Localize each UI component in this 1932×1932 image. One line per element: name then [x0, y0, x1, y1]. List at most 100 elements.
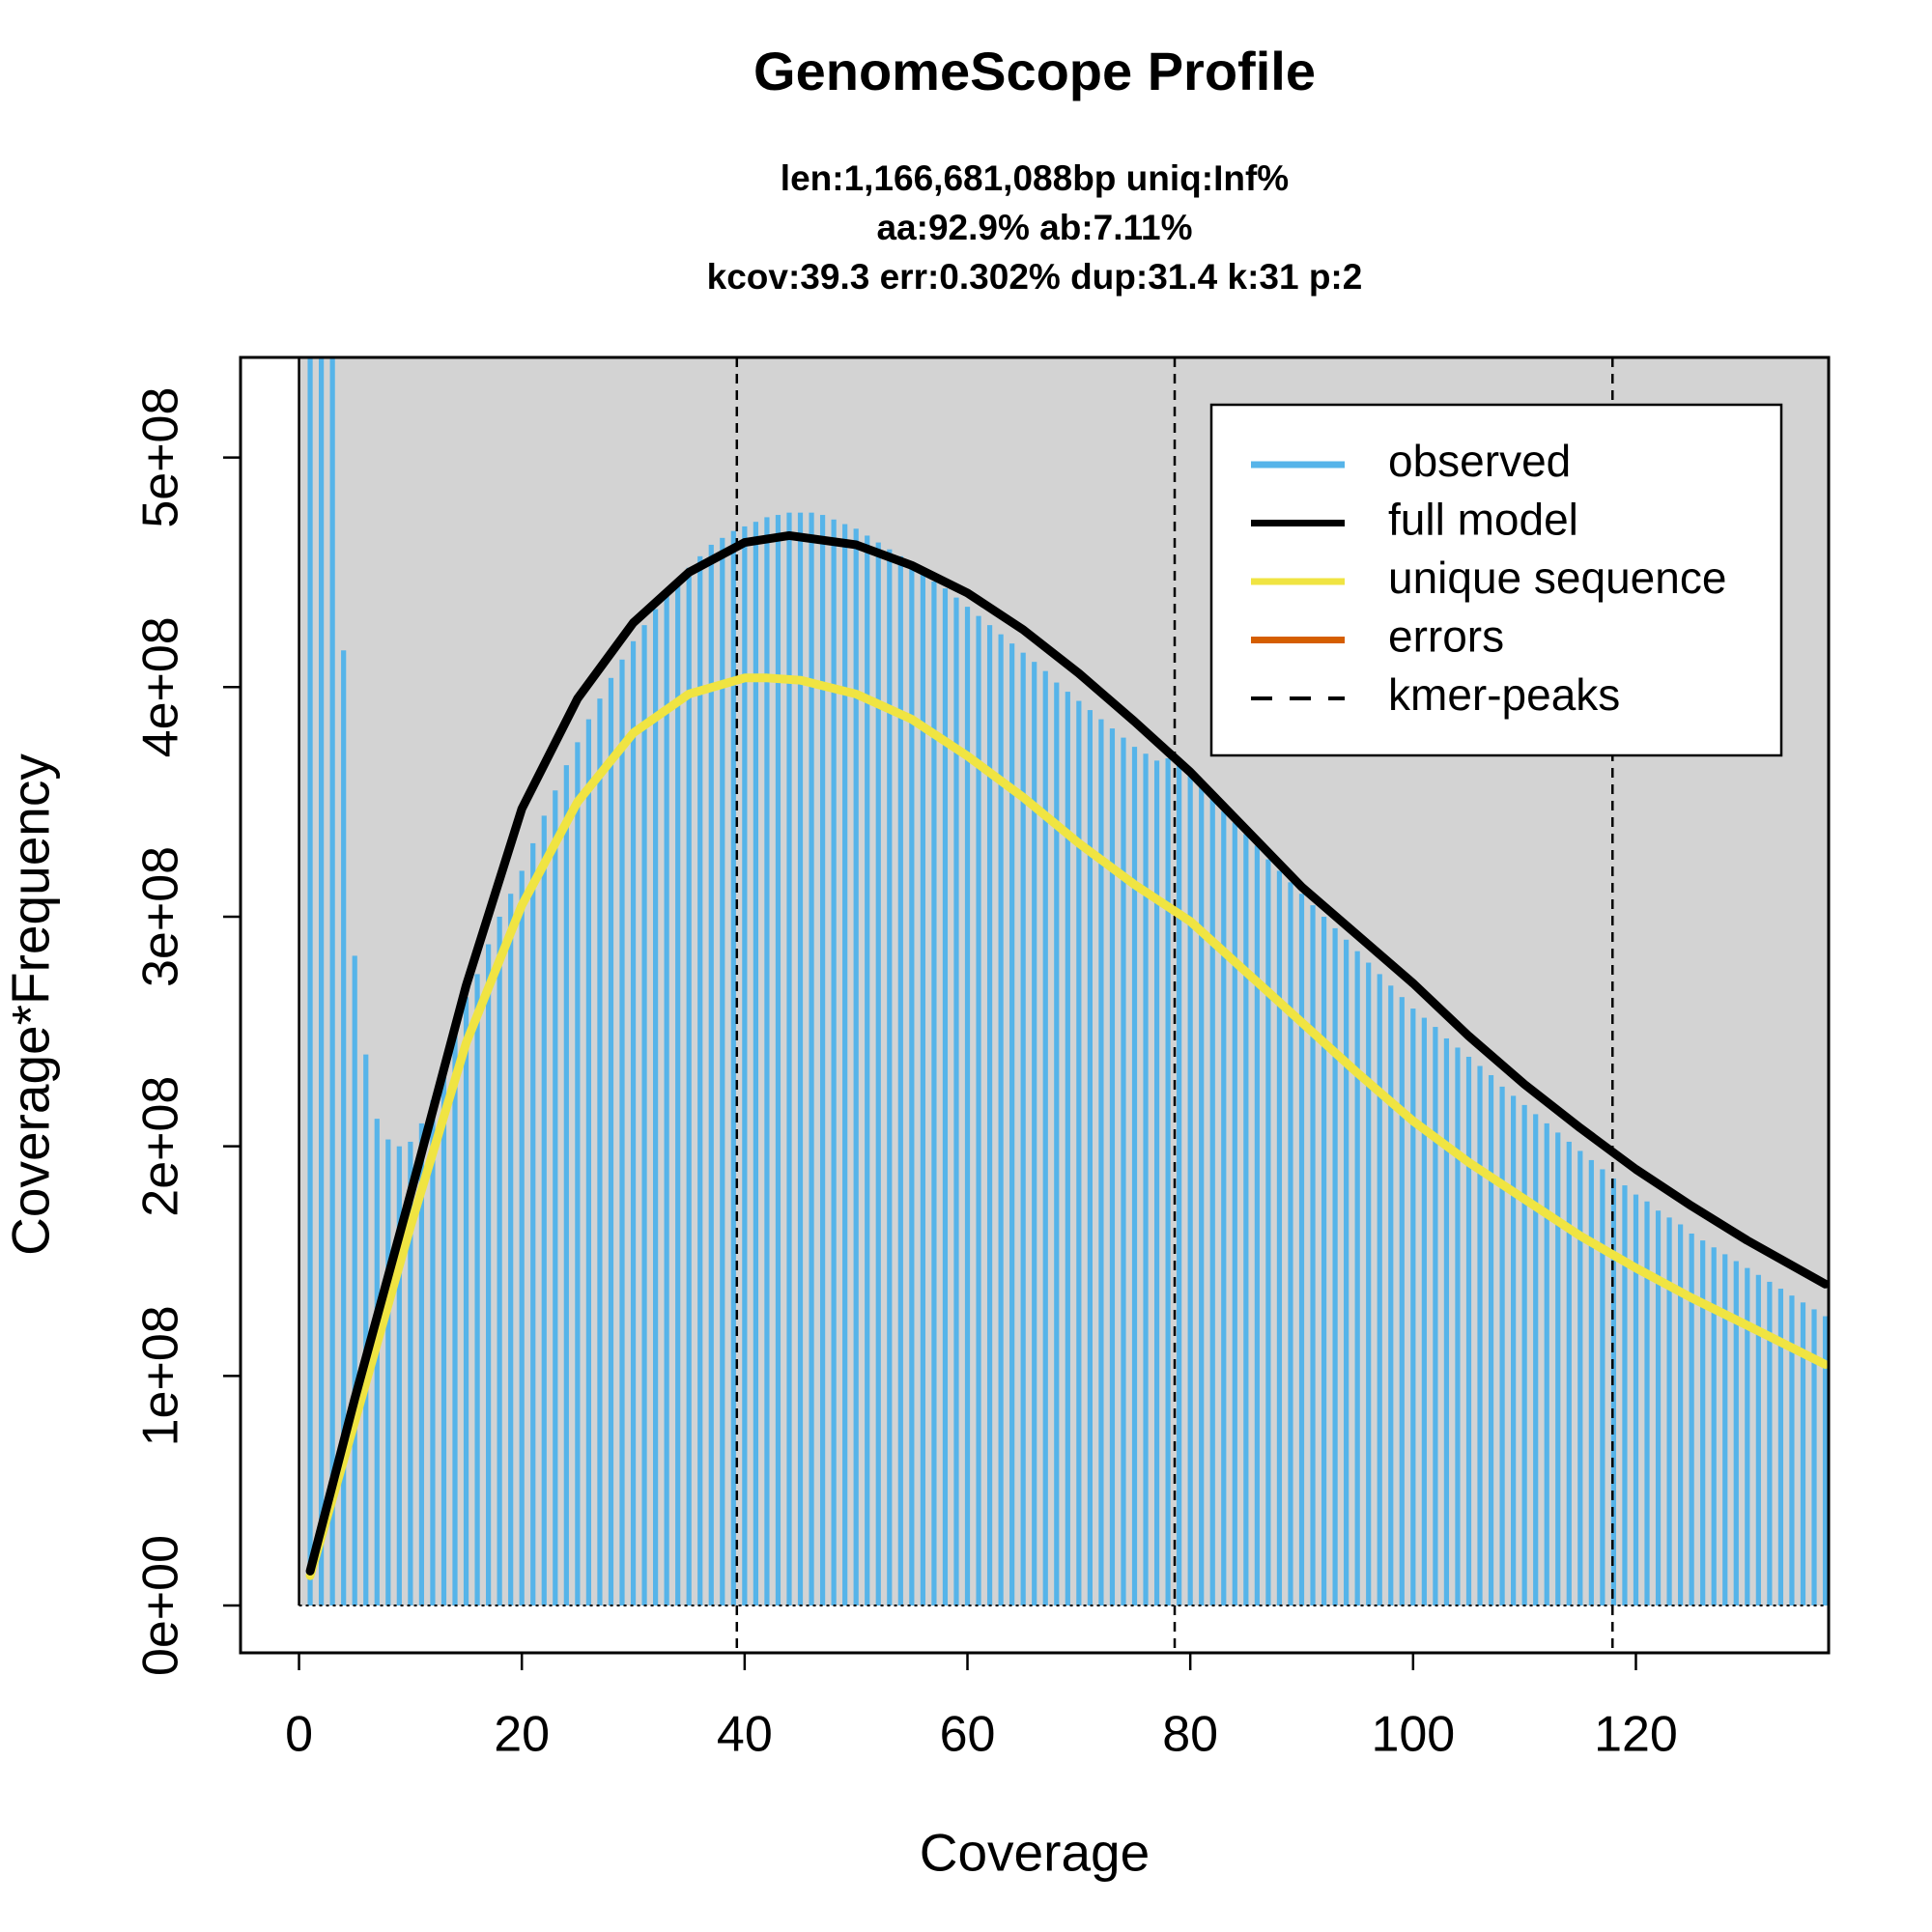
bar [976, 615, 981, 1606]
bar [1199, 785, 1205, 1606]
bar [608, 677, 614, 1606]
bar [352, 955, 357, 1606]
bar [1733, 1261, 1739, 1606]
bar [831, 519, 837, 1606]
bar [1054, 682, 1060, 1606]
bar [786, 512, 792, 1606]
bar [452, 1031, 458, 1606]
bar [909, 565, 915, 1606]
bar [1488, 1074, 1494, 1606]
bar [440, 1065, 447, 1606]
bar [664, 595, 669, 1606]
bar [1098, 719, 1104, 1606]
bar [819, 515, 826, 1606]
bar [1321, 916, 1327, 1606]
bar [1298, 894, 1305, 1606]
bar [1254, 845, 1260, 1606]
bar [1265, 859, 1271, 1606]
bar [1644, 1201, 1650, 1606]
bar [1020, 652, 1026, 1606]
bar [1366, 962, 1372, 1606]
bar [897, 555, 903, 1606]
subtitle: kcov:39.3 err:0.302% dup:31.4 k:31 p:2 [707, 257, 1363, 297]
bar [1777, 1289, 1784, 1606]
bar [797, 512, 804, 1606]
bar [775, 515, 781, 1606]
bar [1811, 1309, 1817, 1606]
bar [1755, 1274, 1761, 1606]
bar [374, 1119, 380, 1606]
bar [1655, 1210, 1662, 1606]
bar [1465, 1056, 1472, 1606]
bar [1722, 1254, 1728, 1606]
bar [1477, 1065, 1483, 1606]
bar [630, 640, 637, 1606]
bar [1209, 797, 1215, 1606]
bar [675, 581, 681, 1606]
bar [986, 625, 993, 1606]
bar [418, 1122, 425, 1606]
bar [652, 609, 659, 1606]
bar [887, 549, 893, 1606]
bar [597, 698, 603, 1606]
bar [1789, 1295, 1795, 1606]
bar [385, 1139, 391, 1606]
bar [1310, 905, 1316, 1606]
bar [1388, 985, 1394, 1606]
legend-label: unique sequence [1388, 553, 1726, 603]
axes: 0 20 40 60 80 100 120 0e+00 1e+08 2e+08 3e+08 4e+08… [133, 387, 1678, 1763]
bar [1243, 834, 1249, 1606]
bar [953, 597, 959, 1606]
bar [541, 815, 547, 1606]
bar [1711, 1247, 1717, 1606]
bar [341, 650, 347, 1606]
bar [1566, 1141, 1572, 1606]
bar [396, 1146, 402, 1606]
y-tick-label: 4e+08 [133, 616, 189, 757]
bar [1521, 1104, 1527, 1606]
bar [1767, 1281, 1773, 1606]
bar [1666, 1217, 1672, 1606]
bar [1354, 951, 1360, 1606]
bar [842, 524, 848, 1606]
bar [1221, 810, 1227, 1606]
bar [1153, 760, 1160, 1606]
bar [408, 1141, 413, 1606]
bar [1032, 662, 1037, 1606]
bar [1822, 1316, 1829, 1606]
bar [1678, 1224, 1684, 1606]
bar [1511, 1095, 1517, 1606]
bar [1165, 757, 1171, 1606]
bar [641, 625, 647, 1606]
bar [563, 765, 569, 1606]
bar [865, 535, 870, 1606]
bar [1187, 774, 1193, 1606]
x-tick-label: 120 [1594, 1707, 1678, 1763]
bar [553, 790, 558, 1606]
bar [1065, 692, 1070, 1606]
bar [764, 517, 770, 1606]
bar [575, 742, 581, 1606]
legend-label: observed [1388, 436, 1571, 486]
y-tick-label: 5e+08 [133, 387, 189, 528]
bar [753, 522, 758, 1606]
bar [920, 572, 925, 1606]
bar [1288, 882, 1293, 1606]
x-tick-label: 80 [1162, 1707, 1218, 1763]
bar [1800, 1302, 1806, 1606]
bar [474, 974, 480, 1606]
bar [708, 544, 714, 1606]
bar [1455, 1047, 1461, 1606]
model-line [305, 673, 1829, 1580]
y-tick-label: 3e+08 [133, 846, 189, 987]
bar [1076, 700, 1082, 1606]
bar [1544, 1122, 1549, 1606]
bar [1633, 1194, 1639, 1606]
x-tick-label: 0 [285, 1707, 313, 1763]
bar [1689, 1233, 1694, 1606]
x-tick-label: 60 [940, 1707, 996, 1763]
bar [1533, 1114, 1539, 1606]
bar [686, 567, 692, 1606]
bar [1610, 1178, 1617, 1606]
